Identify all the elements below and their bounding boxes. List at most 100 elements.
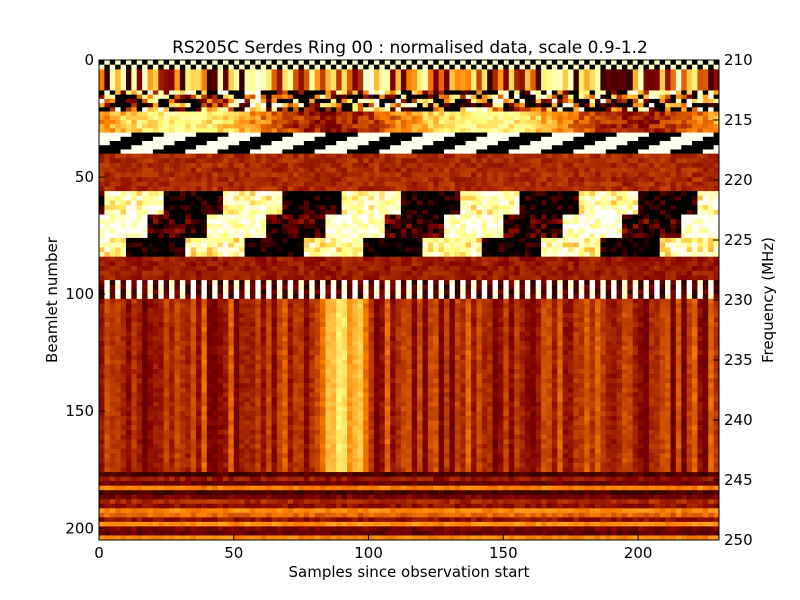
- heatmap-cell: [228, 237, 235, 244]
- heatmap-cell: [460, 172, 467, 178]
- heatmap-cell: [708, 103, 715, 108]
- heatmap-cell: [400, 209, 407, 216]
- heatmap-cell: [417, 111, 424, 117]
- heatmap-cell: [627, 64, 634, 70]
- heatmap-cell: [190, 141, 197, 146]
- heatmap-cell: [158, 209, 165, 216]
- heatmap-cell: [190, 219, 197, 225]
- heatmap-cell: [605, 195, 612, 202]
- heatmap-cell: [643, 233, 650, 239]
- heatmap-cell: [152, 228, 159, 234]
- heatmap-cell: [314, 132, 321, 138]
- heatmap-cell: [578, 195, 585, 202]
- heatmap-cell: [206, 247, 213, 253]
- heatmap-cell: [675, 247, 682, 253]
- heatmap-cell: [217, 111, 224, 117]
- heatmap-cell: [524, 233, 531, 239]
- heatmap-cell: [503, 219, 510, 225]
- heatmap-cell: [293, 136, 300, 142]
- heatmap-cell: [293, 60, 300, 66]
- heatmap-cell: [600, 209, 607, 216]
- heatmap-cell: [347, 107, 353, 113]
- heatmap-cell: [352, 82, 359, 87]
- heatmap-cell: [341, 94, 348, 100]
- heatmap-cell: [217, 153, 224, 159]
- heatmap-cell: [595, 94, 601, 100]
- heatmap-cell: [481, 149, 488, 155]
- heatmap-cell: [104, 214, 111, 220]
- heatmap-cell: [196, 86, 203, 92]
- heatmap-cell: [223, 77, 229, 83]
- heatmap-cell: [228, 242, 235, 248]
- heatmap-cell: [692, 186, 699, 192]
- heatmap-cell: [303, 237, 310, 244]
- heatmap-cell: [438, 60, 445, 66]
- heatmap-cell: [487, 149, 494, 155]
- heatmap-cell: [147, 94, 154, 100]
- heatmap-cell: [228, 86, 235, 92]
- heatmap-cell: [638, 90, 645, 96]
- heatmap-cell: [190, 172, 197, 178]
- heatmap-cell: [406, 233, 413, 239]
- heatmap-cell: [179, 145, 186, 151]
- heatmap-cell: [379, 69, 386, 75]
- heatmap-cell: [616, 64, 623, 70]
- heatmap-cell: [605, 158, 612, 164]
- heatmap-cell: [255, 107, 262, 113]
- heatmap-cell: [244, 132, 251, 138]
- heatmap-cell: [551, 124, 558, 129]
- heatmap-cell: [562, 177, 569, 183]
- heatmap-cell: [422, 167, 429, 173]
- heatmap-cell: [196, 60, 203, 66]
- heatmap-cell: [228, 191, 235, 197]
- heatmap-cell: [266, 223, 273, 230]
- heatmap-cell: [524, 145, 531, 151]
- heatmap-cell: [309, 90, 316, 96]
- heatmap-cell: [503, 149, 510, 155]
- heatmap-cell: [584, 186, 591, 192]
- heatmap-cell: [298, 149, 305, 155]
- heatmap-cell: [659, 119, 666, 125]
- heatmap-cell: [223, 119, 229, 125]
- heatmap-cell: [454, 163, 461, 169]
- heatmap-cell: [109, 177, 116, 183]
- heatmap-cell: [568, 94, 575, 100]
- heatmap-cell: [217, 132, 224, 138]
- heatmap-cell: [147, 60, 154, 66]
- heatmap-cell: [244, 124, 251, 129]
- heatmap-cell: [697, 60, 704, 66]
- heatmap-cell: [298, 73, 305, 79]
- heatmap-cell: [471, 145, 477, 151]
- heatmap-cell: [675, 214, 682, 220]
- heatmap-cell: [115, 141, 122, 146]
- heatmap-cell: [681, 86, 688, 92]
- heatmap-cell: [702, 219, 709, 225]
- heatmap-cell: [481, 124, 488, 129]
- heatmap-cell: [465, 195, 472, 202]
- heatmap-cell: [217, 145, 224, 151]
- heatmap-cell: [584, 141, 591, 146]
- heatmap-cell: [632, 86, 639, 92]
- heatmap-cell: [627, 124, 634, 129]
- heatmap-cell: [196, 252, 203, 258]
- heatmap-cell: [471, 128, 477, 134]
- heatmap-cell: [125, 186, 132, 192]
- heatmap-cell: [239, 252, 246, 258]
- heatmap-cell: [487, 119, 494, 125]
- heatmap-cell: [384, 167, 391, 173]
- heatmap-cell: [293, 252, 300, 258]
- heatmap-cell: [142, 181, 149, 188]
- heatmap-cell: [249, 119, 256, 125]
- heatmap-cell: [357, 209, 364, 216]
- heatmap-cell: [298, 60, 305, 66]
- heatmap-cell: [465, 205, 472, 211]
- heatmap-cell: [433, 158, 440, 164]
- heatmap-cell: [125, 233, 132, 239]
- heatmap-cell: [287, 103, 294, 108]
- heatmap-cell: [373, 98, 380, 104]
- heatmap-cell: [578, 214, 585, 220]
- heatmap-cell: [686, 195, 693, 202]
- heatmap-cell: [244, 177, 251, 183]
- heatmap-cell: [670, 233, 677, 239]
- heatmap-cell: [282, 181, 289, 188]
